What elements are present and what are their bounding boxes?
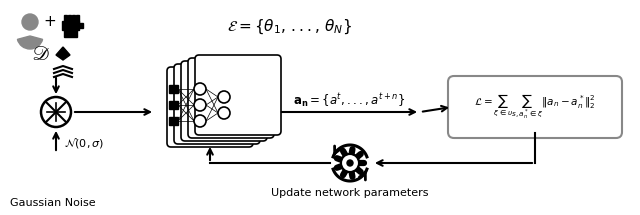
Bar xyxy=(72,15,75,22)
Bar xyxy=(62,21,79,30)
Text: $+$: $+$ xyxy=(44,14,56,29)
Circle shape xyxy=(194,115,206,127)
Bar xyxy=(68,15,71,22)
Bar xyxy=(64,15,67,22)
FancyBboxPatch shape xyxy=(174,64,260,144)
Bar xyxy=(64,29,77,37)
Bar xyxy=(79,23,83,28)
Text: $\mathcal{N}(0, \sigma)$: $\mathcal{N}(0, \sigma)$ xyxy=(64,136,104,150)
FancyBboxPatch shape xyxy=(448,76,622,138)
Circle shape xyxy=(218,107,230,119)
Bar xyxy=(169,85,178,93)
Bar xyxy=(76,15,79,22)
FancyBboxPatch shape xyxy=(167,67,253,147)
Text: Gaussian Noise: Gaussian Noise xyxy=(10,198,95,208)
Circle shape xyxy=(41,97,71,127)
Text: Update network parameters: Update network parameters xyxy=(271,188,429,198)
Circle shape xyxy=(341,154,359,172)
Polygon shape xyxy=(56,47,70,60)
Text: $\mathcal{L} = \sum_{\xi \in \upsilon} \sum_{s,a_n^* \in \xi} \|a_n - a_n^*\|_2^: $\mathcal{L} = \sum_{\xi \in \upsilon} \… xyxy=(474,92,596,121)
Text: $\mathscr{D}$: $\mathscr{D}$ xyxy=(32,46,50,64)
Bar xyxy=(169,101,178,109)
Text: $\mathcal{E} = \{\theta_1, \, ..., \, \theta_N\}$: $\mathcal{E} = \{\theta_1, \, ..., \, \t… xyxy=(227,18,353,36)
Circle shape xyxy=(218,91,230,103)
Circle shape xyxy=(341,154,359,172)
Circle shape xyxy=(347,160,353,166)
Circle shape xyxy=(194,99,206,111)
Circle shape xyxy=(194,83,206,95)
FancyBboxPatch shape xyxy=(181,61,267,141)
FancyBboxPatch shape xyxy=(195,55,281,135)
FancyBboxPatch shape xyxy=(188,58,274,138)
Text: $\mathbf{a_n} = \{a^t ,..., a^{t+n}\}$: $\mathbf{a_n} = \{a^t ,..., a^{t+n}\}$ xyxy=(293,91,406,109)
Circle shape xyxy=(22,14,38,30)
Bar xyxy=(169,117,178,125)
Wedge shape xyxy=(17,36,42,49)
